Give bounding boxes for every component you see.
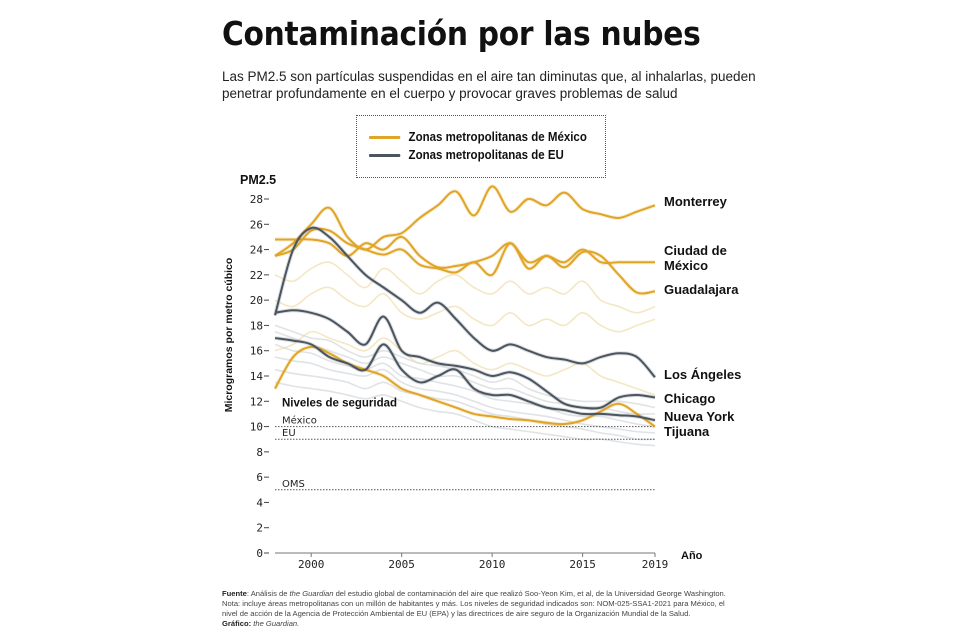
background-series-line — [274, 324, 656, 409]
y-tick-label: 28 — [250, 193, 263, 206]
source-post: del estudio global de contaminación del … — [333, 589, 726, 598]
threshold-label: OMS — [282, 479, 305, 490]
background-series-line — [274, 356, 656, 434]
x-tick-label: 2010 — [479, 558, 506, 571]
x-tick-label: 2005 — [388, 558, 415, 571]
source-pre: : Análisis de — [246, 589, 290, 598]
y-tick-label: 8 — [256, 446, 263, 459]
y-axis-unit-label: PM2.5 — [240, 173, 276, 187]
series-end-label: Monterrey — [664, 194, 728, 209]
y-tick-label: 16 — [250, 345, 263, 358]
source-note: Fuente: Análisis de the Guardian del est… — [222, 589, 742, 599]
graphic-credit-name: the Guardian. — [253, 619, 300, 628]
y-axis-title: Microgramos por metro cúbico — [223, 258, 235, 413]
y-tick-label: 14 — [250, 370, 264, 383]
threshold-label: EU — [282, 428, 296, 439]
series-line — [274, 235, 655, 269]
threshold-label: México — [282, 415, 317, 427]
x-tick-label: 2019 — [642, 558, 669, 571]
legend-swatch-us — [369, 153, 401, 157]
legend-label-mexico: Zonas metropolitanas de México — [408, 130, 587, 144]
subtitle: Las PM2.5 son partículas suspendidas en … — [222, 69, 756, 101]
y-tick-label: 4 — [256, 496, 263, 509]
series-line — [274, 309, 656, 410]
series-line — [274, 337, 656, 422]
background-series-line — [274, 261, 656, 314]
series-end-label: Chicago — [664, 391, 715, 406]
y-tick-label: 24 — [250, 244, 264, 257]
graphic-label: Gráfico: — [222, 619, 252, 628]
graphic-credit: Gráfico: the Guardian. — [222, 619, 742, 629]
y-tick-label: 0 — [256, 547, 263, 560]
series-line — [274, 185, 656, 257]
x-tick-label: 2000 — [298, 558, 325, 571]
page-title: Contaminación por las nubes — [222, 14, 701, 53]
y-tick-label: 18 — [250, 319, 263, 332]
y-tick-label: 22 — [250, 269, 263, 282]
series-line — [274, 226, 656, 378]
series-end-label: Tijuana — [664, 424, 710, 439]
series-line — [274, 227, 656, 295]
highlighted-series — [273, 184, 657, 429]
series-line — [274, 345, 656, 428]
source-label: Fuente — [222, 589, 247, 598]
y-tick-label: 2 — [256, 522, 263, 535]
series-end-label: Nueva York — [664, 409, 735, 424]
series-end-label: Los Ángeles — [664, 367, 741, 382]
chart-legend: Zonas metropolitanas de México Zonas met… — [356, 115, 606, 178]
legend-item-us: Zonas metropolitanas de EU — [369, 148, 564, 162]
y-tick-label: 10 — [250, 421, 263, 434]
source-italic: the Guardian — [289, 589, 334, 598]
y-tick-label: 20 — [250, 294, 263, 307]
y-tick-label: 12 — [250, 395, 263, 408]
legend-swatch-mexico — [369, 135, 401, 139]
x-axis: 2000 2005 2010 2015 2019 — [275, 552, 669, 571]
y-tick-label: 26 — [250, 218, 263, 231]
background-series-line — [274, 381, 656, 447]
chart-footer: Fuente: Análisis de the Guardian del est… — [222, 589, 742, 629]
y-tick-label: 6 — [256, 471, 263, 484]
series-end-label: Guadalajara — [664, 282, 739, 297]
series-end-label: Ciudad de México — [664, 243, 727, 273]
legend-item-mexico: Zonas metropolitanas de México — [369, 130, 587, 144]
x-axis-title: Año — [681, 550, 703, 562]
legend-label-us: Zonas metropolitanas de EU — [408, 148, 564, 162]
x-tick-label: 2015 — [569, 558, 596, 571]
background-series-line — [274, 286, 656, 333]
thresholds-heading: Niveles de seguridad — [282, 397, 397, 409]
methodology-note: Nota: incluye áreas metropolitanas con u… — [222, 599, 725, 618]
background-series-line — [274, 368, 656, 441]
background-series-line — [274, 330, 656, 396]
series-end-labels: Monterrey Ciudad de México Guadalajara Los Á… — [664, 194, 741, 439]
